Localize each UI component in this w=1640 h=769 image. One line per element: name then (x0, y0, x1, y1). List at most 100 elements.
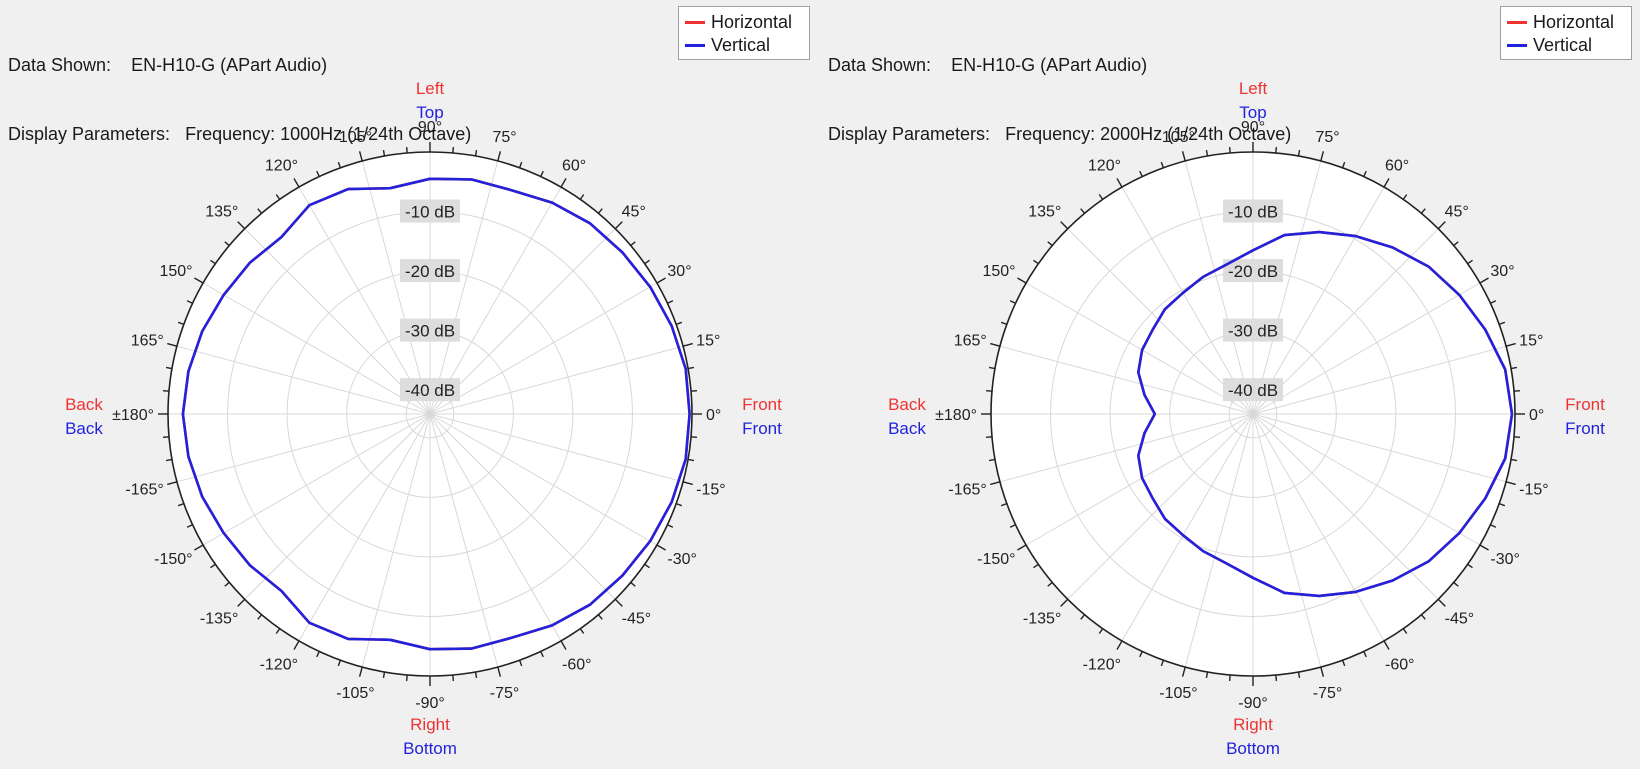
angle-label: 30° (667, 263, 691, 280)
angle-tick (1297, 149, 1301, 157)
grid-spoke (244, 228, 431, 415)
angle-tick (518, 659, 523, 667)
angle-tick (316, 170, 320, 177)
angle-label: 120° (265, 158, 298, 175)
grid-spoke (1025, 413, 1254, 546)
angle-tick (1009, 524, 1016, 528)
grid-spoke (429, 413, 658, 546)
angle-tick (497, 151, 502, 162)
angle-tick (1297, 671, 1301, 679)
ring-label-bg (1223, 318, 1283, 342)
angle-label: -165° (125, 482, 163, 499)
ring-label-group: -30 dB (1223, 318, 1283, 342)
angle-tick (1116, 178, 1123, 188)
angle-tick (337, 659, 342, 667)
angle-tick (690, 389, 698, 392)
angle-label: 45° (622, 203, 646, 220)
grid-spoke (176, 413, 431, 483)
angle-tick (1453, 241, 1459, 247)
angle-tick (1009, 300, 1016, 304)
angle-label: 75° (492, 129, 516, 146)
ring-label-bg (400, 318, 460, 342)
angle-tick (1383, 640, 1390, 650)
angle-tick (614, 221, 623, 230)
angle-tick (177, 321, 185, 326)
angle-label: 90° (1241, 119, 1265, 136)
angle-label: 75° (1315, 129, 1339, 146)
angle-tick (316, 651, 320, 658)
angle-tick (1017, 544, 1027, 551)
angle-label: -45° (1445, 611, 1475, 628)
angle-tick (579, 628, 585, 634)
angle-tick (358, 151, 363, 162)
angle-tick (1420, 208, 1426, 214)
angle-tick (1033, 563, 1039, 569)
ring-label-bg (1223, 259, 1283, 283)
grid-spoke (361, 160, 431, 415)
grid-spoke (1121, 186, 1254, 415)
angle-tick (988, 458, 996, 462)
grid-spoke (1184, 413, 1254, 668)
ring-label-group: -20 dB (1223, 259, 1283, 283)
angle-tick (687, 366, 695, 370)
angle-tick (1420, 614, 1426, 620)
angle-label: -150° (154, 551, 192, 568)
ring-label: -20 dB (1228, 262, 1278, 281)
angle-label: -105° (1159, 685, 1197, 702)
legend-item-vertical[interactable]: Vertical (685, 34, 770, 56)
angle-tick (1275, 674, 1278, 682)
grid-spoke (1252, 282, 1481, 415)
angle-tick (1498, 321, 1506, 326)
display-params-label: Display Parameters: (8, 124, 171, 144)
angle-tick (1453, 581, 1459, 587)
angle-tick (1479, 544, 1489, 551)
angle-label: 30° (1490, 263, 1514, 280)
grid-spoke (202, 413, 431, 546)
angle-label: 120° (1088, 158, 1121, 175)
grid-spoke (1067, 228, 1254, 415)
angle-tick (1181, 666, 1186, 677)
angle-tick (1341, 161, 1346, 169)
angle-tick (560, 178, 567, 188)
angle-tick (1181, 151, 1186, 162)
angle-tick (985, 389, 993, 392)
angle-label: -105° (336, 685, 374, 702)
angle-tick (1320, 666, 1325, 677)
polar-chart-2000hz: -10 dB -20 dB -30 dB -40 dB 0° 15° 30° 45° 60° 75… (888, 79, 1605, 758)
angle-label: 105° (1162, 129, 1195, 146)
grid-spoke (429, 345, 684, 415)
direction-label-top: Top (416, 103, 443, 122)
data-shown-label: Data Shown: (828, 55, 932, 75)
legend-item-horizontal[interactable]: Horizontal (1507, 11, 1614, 33)
grid-spoke (1252, 413, 1507, 483)
chart-info: Data Shown: EN-H10-G (APart Audio) Displ… (828, 8, 1291, 192)
angle-tick (1510, 458, 1518, 462)
angle-tick (1479, 277, 1489, 284)
angle-tick (165, 458, 173, 462)
angle-tick (275, 194, 281, 200)
legend-item-horizontal[interactable]: Horizontal (685, 11, 792, 33)
angle-tick (1363, 170, 1367, 177)
angle-tick (667, 524, 674, 528)
angle-tick (682, 481, 693, 486)
angle-tick (1320, 151, 1325, 162)
angle-tick (186, 524, 193, 528)
angle-label: 0° (1529, 407, 1544, 424)
grid-spoke (1252, 345, 1507, 415)
angle-tick (1000, 321, 1008, 326)
angle-tick (630, 241, 636, 247)
grid-spoke (429, 282, 658, 415)
angle-tick (1513, 436, 1521, 439)
direction-label-right: Front (1565, 395, 1605, 414)
angle-tick (597, 614, 603, 620)
angle-tick (474, 671, 478, 679)
angle-tick (275, 628, 281, 634)
angle-tick (1205, 671, 1209, 679)
angle-tick (614, 598, 623, 607)
angle-tick (675, 502, 683, 507)
chart-info: Data Shown: EN-H10-G (APart Audio) Displ… (8, 8, 471, 192)
angle-tick (1228, 146, 1231, 154)
angle-label: -135° (1023, 611, 1061, 628)
legend-item-vertical[interactable]: Vertical (1507, 34, 1592, 56)
angle-label: -75° (490, 685, 520, 702)
